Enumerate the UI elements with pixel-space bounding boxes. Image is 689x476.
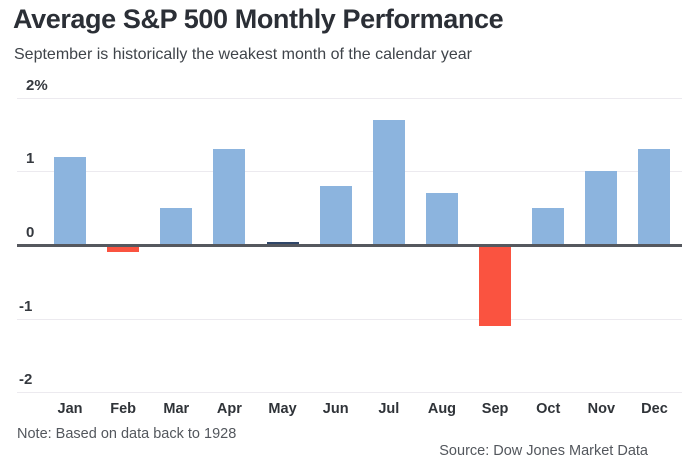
x-tick-apr: Apr	[216, 401, 242, 417]
bar-apr	[213, 149, 246, 245]
x-tick-feb: Feb	[110, 401, 137, 417]
gridline--1	[17, 318, 682, 320]
bar-jan	[54, 156, 86, 245]
x-tick-oct: Oct	[536, 401, 561, 417]
x-tick-may: May	[268, 401, 297, 417]
source-text: Source: Dow Jones Market Data	[439, 443, 648, 459]
y-tick--1: -1	[19, 297, 33, 315]
y-tick-2: 2%	[26, 76, 48, 94]
bar-mar	[160, 208, 193, 245]
gridline--2	[17, 392, 682, 394]
bar-oct	[532, 208, 565, 245]
bar-may	[266, 241, 299, 244]
bar-nov	[585, 171, 618, 245]
x-tick-jul: Jul	[378, 401, 400, 417]
bar-dec	[638, 149, 671, 245]
x-tick-dec: Dec	[641, 401, 668, 417]
x-tick-jan: Jan	[57, 401, 83, 417]
x-tick-sep: Sep	[481, 401, 509, 417]
bar-aug	[425, 193, 458, 245]
x-tick-aug: Aug	[427, 401, 457, 417]
zero-axis-line	[17, 243, 682, 247]
x-tick-mar: Mar	[163, 401, 190, 417]
x-tick-jun: Jun	[322, 401, 349, 417]
chart-subtitle: September is historically the weakest mo…	[14, 46, 473, 63]
bar-jun	[319, 186, 352, 245]
bar-jul	[372, 119, 405, 245]
gridline-1	[17, 171, 682, 173]
bar-sep	[479, 246, 512, 327]
y-tick--2: -2	[19, 371, 33, 389]
note-text: Note: Based on data back to 1928	[17, 426, 237, 442]
x-tick-nov: Nov	[587, 401, 616, 417]
bar-feb	[107, 246, 140, 253]
chart-title: Average S&P 500 Monthly Performance	[13, 4, 504, 34]
gridline-2	[17, 97, 682, 99]
y-tick-1: 1	[26, 150, 35, 168]
y-tick-0: 0	[26, 224, 35, 241]
